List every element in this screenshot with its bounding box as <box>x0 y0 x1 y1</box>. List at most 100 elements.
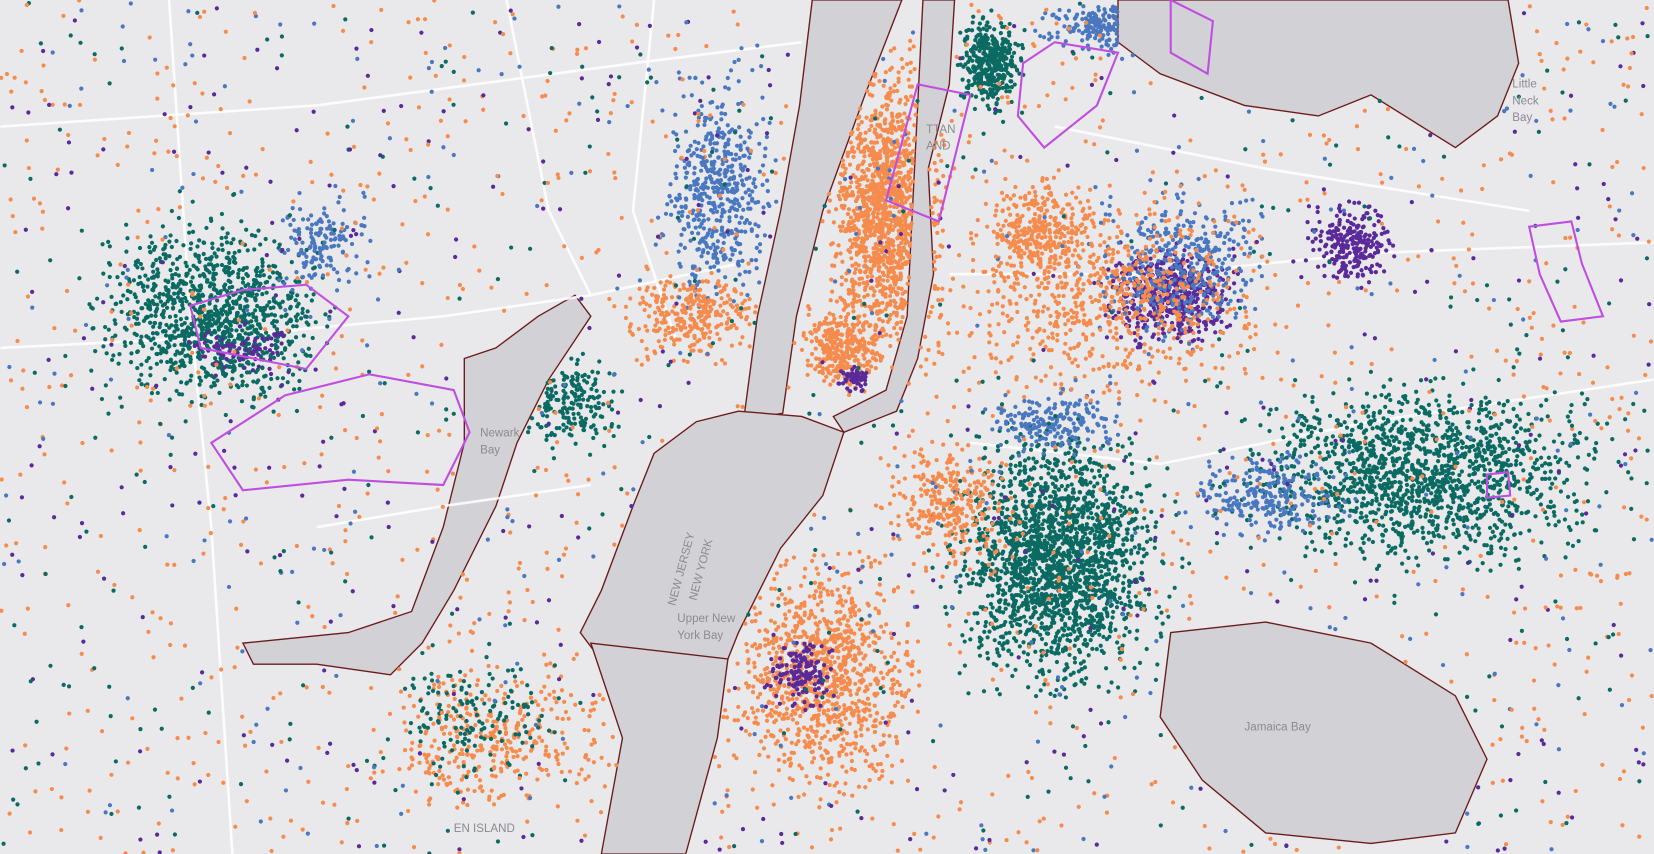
dot <box>600 414 605 419</box>
dot <box>862 149 867 155</box>
dot <box>850 189 855 195</box>
dot <box>885 154 890 159</box>
dot <box>729 324 734 329</box>
dot <box>808 330 813 335</box>
dot <box>848 131 854 136</box>
dot <box>561 396 566 402</box>
dot <box>317 251 322 256</box>
dot <box>717 204 722 209</box>
dot <box>326 219 332 224</box>
dot <box>923 334 928 339</box>
dot <box>874 131 879 137</box>
dot <box>697 240 702 245</box>
dot <box>722 361 728 366</box>
dot <box>544 390 549 396</box>
dot <box>832 316 837 321</box>
dot <box>318 226 323 232</box>
dot <box>918 345 923 350</box>
dot <box>135 349 141 354</box>
dot <box>730 252 735 257</box>
dot <box>868 259 873 264</box>
dot <box>575 357 580 363</box>
dot <box>128 360 134 365</box>
dot <box>670 309 675 314</box>
dot <box>233 260 238 265</box>
dot <box>867 127 872 133</box>
dot <box>660 304 665 309</box>
dot <box>236 385 241 390</box>
dot <box>829 326 835 332</box>
dot <box>882 171 887 176</box>
dot <box>718 289 723 295</box>
dot <box>688 306 693 311</box>
dot <box>359 232 364 237</box>
dot <box>699 185 704 190</box>
dot <box>324 263 329 268</box>
dot <box>753 257 759 263</box>
dot <box>135 365 140 371</box>
dot <box>891 286 896 291</box>
dot <box>141 288 147 293</box>
dot <box>716 126 722 131</box>
dot <box>865 274 870 279</box>
dot <box>189 321 194 327</box>
dot <box>705 167 710 172</box>
dot <box>225 268 230 274</box>
dot <box>292 237 297 242</box>
dot <box>569 421 574 426</box>
dot <box>847 162 853 167</box>
dot <box>870 194 875 199</box>
dot <box>889 148 894 153</box>
dot <box>873 358 879 363</box>
dot <box>719 214 724 219</box>
dot <box>341 208 346 213</box>
dot <box>660 108 665 113</box>
dot <box>569 356 574 361</box>
dot <box>860 336 865 341</box>
dot <box>250 291 255 296</box>
dot <box>253 233 258 239</box>
dot <box>154 257 159 263</box>
dot <box>867 359 872 364</box>
dot <box>897 252 902 258</box>
dot <box>609 407 615 412</box>
dot <box>1179 322 1184 327</box>
dot <box>813 329 819 334</box>
dot <box>852 223 857 229</box>
dot <box>1102 7 1107 12</box>
dot <box>895 197 900 202</box>
dot <box>686 224 691 229</box>
dot <box>723 283 729 288</box>
dot <box>698 348 703 353</box>
dot <box>832 263 837 269</box>
dot <box>718 313 724 318</box>
dot <box>863 382 868 387</box>
dot <box>754 122 759 127</box>
dot <box>242 365 247 370</box>
dot <box>692 196 697 201</box>
dot <box>678 327 684 333</box>
dot <box>529 416 535 421</box>
dot <box>727 297 733 302</box>
dot <box>700 279 705 284</box>
dot <box>858 249 863 254</box>
dot <box>102 324 108 330</box>
dot <box>291 324 296 329</box>
dot <box>977 48 982 54</box>
dot <box>240 379 245 384</box>
dot <box>561 377 566 382</box>
dot <box>290 372 296 377</box>
water-body <box>241 294 592 676</box>
dot <box>822 319 827 324</box>
dot <box>861 138 866 143</box>
dot <box>738 341 743 346</box>
dot <box>843 166 848 171</box>
dot <box>850 301 856 306</box>
dot <box>151 288 156 293</box>
dot <box>948 288 953 293</box>
dot <box>257 346 262 352</box>
dot <box>738 134 743 139</box>
dot <box>593 427 598 432</box>
dot <box>857 114 862 119</box>
dot <box>139 362 144 367</box>
